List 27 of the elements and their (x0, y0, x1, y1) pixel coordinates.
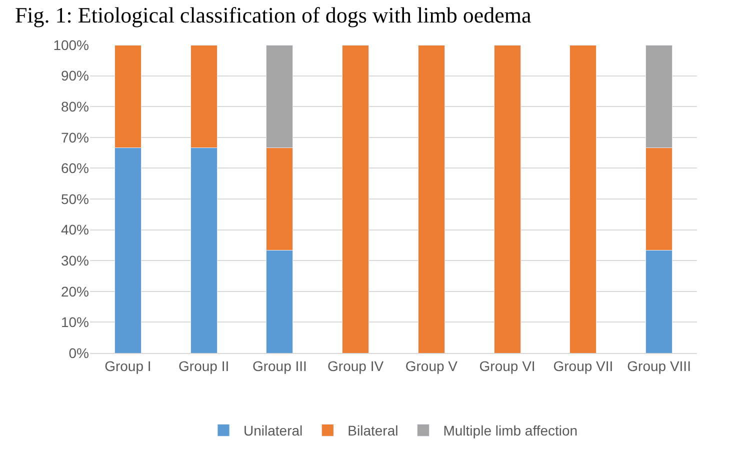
y-tick-label: 30% (60, 252, 89, 268)
x-tick-label: Group VI (479, 358, 536, 374)
y-tick-label: 80% (60, 98, 89, 114)
x-tick-label: Group I (104, 358, 152, 374)
y-tick-label: 70% (60, 129, 89, 146)
y-tick-label: 60% (60, 160, 89, 176)
y-tick-label: 0% (68, 344, 89, 361)
legend-label: Unilateral (244, 422, 303, 439)
bar (418, 45, 445, 353)
x-tick-label: Group II (178, 358, 230, 374)
y-tick-label: 10% (60, 314, 89, 330)
y-tick-label: 20% (60, 283, 89, 300)
legend-label: Multiple limb affection (443, 422, 578, 439)
legend-label: Bilateral (348, 422, 398, 439)
x-tick-label: Group VII (553, 358, 614, 374)
y-tick-label: 50% (60, 190, 89, 207)
bar (342, 45, 370, 353)
y-tick-label: 100% (53, 36, 89, 53)
x-tick-label: Group V (405, 358, 458, 374)
x-tick-label: Group III (252, 358, 307, 374)
bar (494, 45, 521, 353)
x-tick-label: Group VIII (627, 358, 691, 374)
y-tick-label: 40% (60, 222, 89, 238)
x-tick-label: Group IV (328, 358, 384, 374)
chart-title: Fig. 1: Etiological classification of dogs with limb oedema (14, 2, 532, 28)
bar (570, 45, 597, 353)
y-tick-label: 90% (60, 68, 89, 84)
